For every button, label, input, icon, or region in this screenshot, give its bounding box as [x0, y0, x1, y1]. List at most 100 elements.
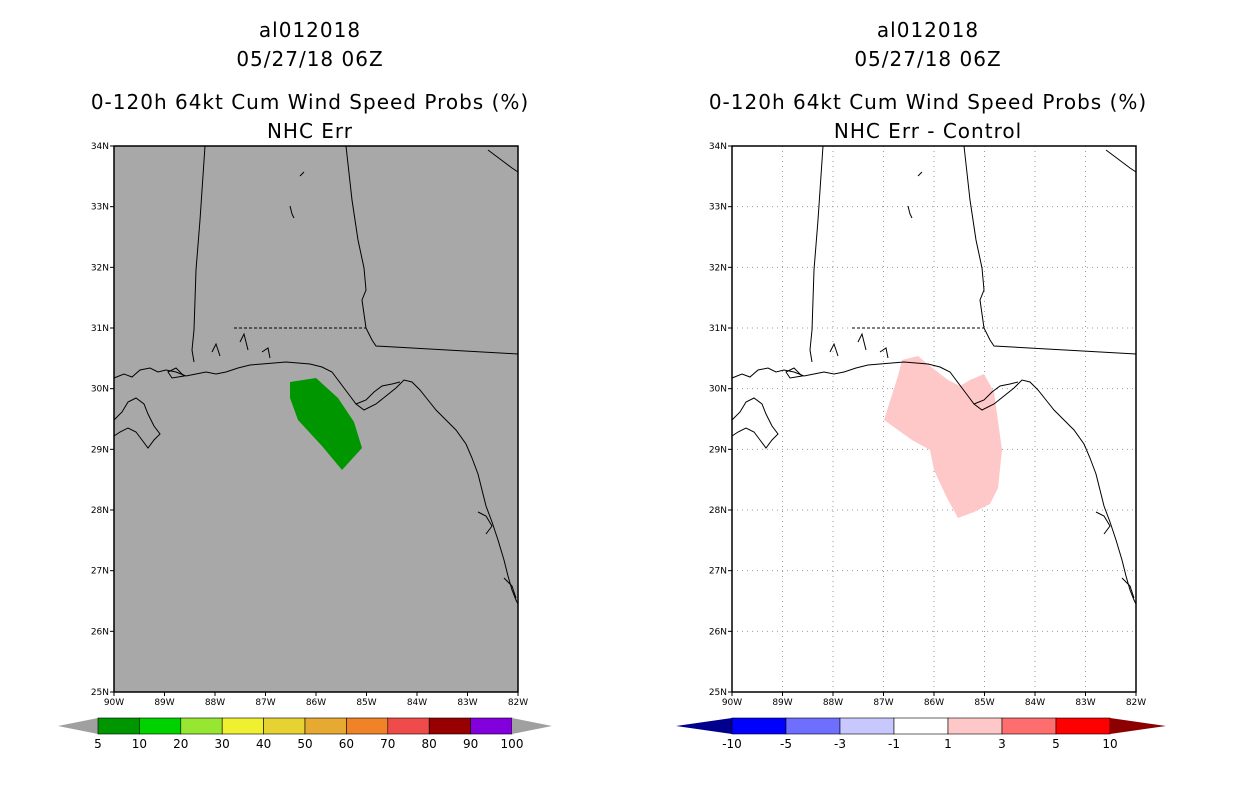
lat-label: 30N	[91, 385, 109, 395]
lon-label: 82W	[1126, 698, 1146, 708]
colorbar-label: 90	[463, 737, 478, 751]
colorbar-label: -1	[888, 737, 900, 751]
right-product-title: 0-120h 64kt Cum Wind Speed Probs (%)	[708, 90, 1148, 114]
left-field-name: NHC Err	[266, 119, 354, 143]
lat-label: 31N	[709, 324, 727, 334]
right-date: 05/27/18 06Z	[854, 47, 1002, 71]
coastlines-and-borders	[113, 145, 519, 605]
lon-label: 90W	[104, 698, 124, 708]
colorbar-left-arrow	[58, 718, 98, 734]
colorbar-label: 5	[94, 737, 102, 751]
left-product-title: 0-120h 64kt Cum Wind Speed Probs (%)	[90, 90, 530, 114]
colorbar-swatch	[304, 717, 347, 735]
colorbar-label: -3	[834, 737, 846, 751]
colorbar-right-arrow	[512, 718, 552, 734]
lon-label: 86W	[924, 698, 944, 708]
probability-shaded-area	[290, 378, 362, 470]
gulf-coastline	[731, 361, 1137, 605]
colorbar-swatch	[139, 717, 182, 735]
left-date: 05/27/18 06Z	[236, 47, 384, 71]
lat-label: 25N	[709, 688, 727, 698]
inland-lakes	[289, 171, 305, 219]
colorbar-label: 20	[173, 737, 188, 751]
louisiana-coastline	[113, 397, 161, 449]
colorbar-swatch	[470, 717, 513, 735]
colorbar-swatch	[97, 717, 140, 735]
colorbar-label: 60	[339, 737, 354, 751]
lat-label: 32N	[709, 263, 727, 273]
colorbar-swatch	[731, 717, 787, 735]
lat-label: 33N	[709, 203, 727, 213]
colorbar-label: 100	[501, 737, 524, 751]
colorbar-label: -10	[722, 737, 742, 751]
lat-label: 26N	[709, 627, 727, 637]
lon-label: 86W	[306, 698, 326, 708]
lon-label: 87W	[255, 698, 275, 708]
colorbar-label: 5	[1052, 737, 1060, 751]
map-gridlines	[732, 146, 1136, 692]
lat-label: 26N	[91, 627, 109, 637]
florida-big-bend-coast	[355, 381, 401, 405]
lat-label: 34N	[709, 142, 727, 152]
colorbar-label: 40	[256, 737, 271, 751]
lat-label: 27N	[709, 567, 727, 577]
probability-shaded-area	[884, 356, 1002, 518]
lon-label: 89W	[772, 698, 792, 708]
lat-label: 25N	[91, 688, 109, 698]
colorbar-swatch	[893, 717, 949, 735]
lat-label: 32N	[91, 263, 109, 273]
lat-label: 29N	[709, 445, 727, 455]
lat-label: 28N	[709, 506, 727, 516]
louisiana-coastline	[731, 397, 779, 449]
right-panel-title: al012018 05/27/18 06Z 0-120h 64kt Cum Wi…	[648, 16, 1208, 146]
lat-label: 34N	[91, 142, 109, 152]
colorbar-right-arrow	[1110, 718, 1166, 734]
lat-label: 27N	[91, 567, 109, 577]
right-field-name: NHC Err - Control	[833, 119, 1023, 143]
georgia-border	[345, 145, 519, 355]
colorbar-left-arrow	[676, 718, 732, 734]
lon-label: 83W	[457, 698, 477, 708]
inland-lakes	[907, 171, 923, 219]
colorbar-swatch	[947, 717, 1003, 735]
lat-label: 30N	[709, 385, 727, 395]
lon-label: 87W	[873, 698, 893, 708]
lat-label: 31N	[91, 324, 109, 334]
colorbar-label: 30	[215, 737, 230, 751]
colorbar-swatch	[1055, 717, 1111, 735]
left-panel-title: al012018 05/27/18 06Z 0-120h 64kt Cum Wi…	[30, 16, 590, 146]
lon-label: 85W	[974, 698, 994, 708]
colorbar: -10 -5 -3 -1 1 3 5 10	[676, 717, 1166, 751]
colorbar-swatch	[1001, 717, 1057, 735]
east-coast-features	[1095, 149, 1137, 599]
lon-label: 83W	[1075, 698, 1095, 708]
lon-label: 88W	[205, 698, 225, 708]
colorbar-label: 80	[422, 737, 437, 751]
colorbar-swatch	[839, 717, 895, 735]
colorbar-label: 3	[998, 737, 1006, 751]
colorbar-swatch	[221, 717, 264, 735]
lon-label: 88W	[823, 698, 843, 708]
colorbar-swatch	[180, 717, 223, 735]
colorbar-swatch	[387, 717, 430, 735]
bay-inlets	[785, 332, 889, 379]
colorbar-label: 70	[380, 737, 395, 751]
georgia-border	[963, 145, 1137, 355]
lon-label: 84W	[1025, 698, 1045, 708]
colorbar-label: -5	[780, 737, 792, 751]
alabama-mississippi-border	[809, 145, 824, 363]
lon-label: 90W	[722, 698, 742, 708]
gulf-coastline	[113, 361, 519, 605]
lon-label: 89W	[154, 698, 174, 708]
alabama-mississippi-border	[191, 145, 206, 363]
colorbar: 5 10 20 30 40 50 60 70 80 90 100	[58, 717, 552, 751]
right-storm-id: al012018	[876, 18, 980, 42]
colorbar-swatch	[263, 717, 306, 735]
left-storm-id: al012018	[258, 18, 362, 42]
lat-label: 28N	[91, 506, 109, 516]
colorbar-label: 1	[944, 737, 952, 751]
lon-label: 85W	[356, 698, 376, 708]
bay-inlets	[167, 332, 271, 379]
